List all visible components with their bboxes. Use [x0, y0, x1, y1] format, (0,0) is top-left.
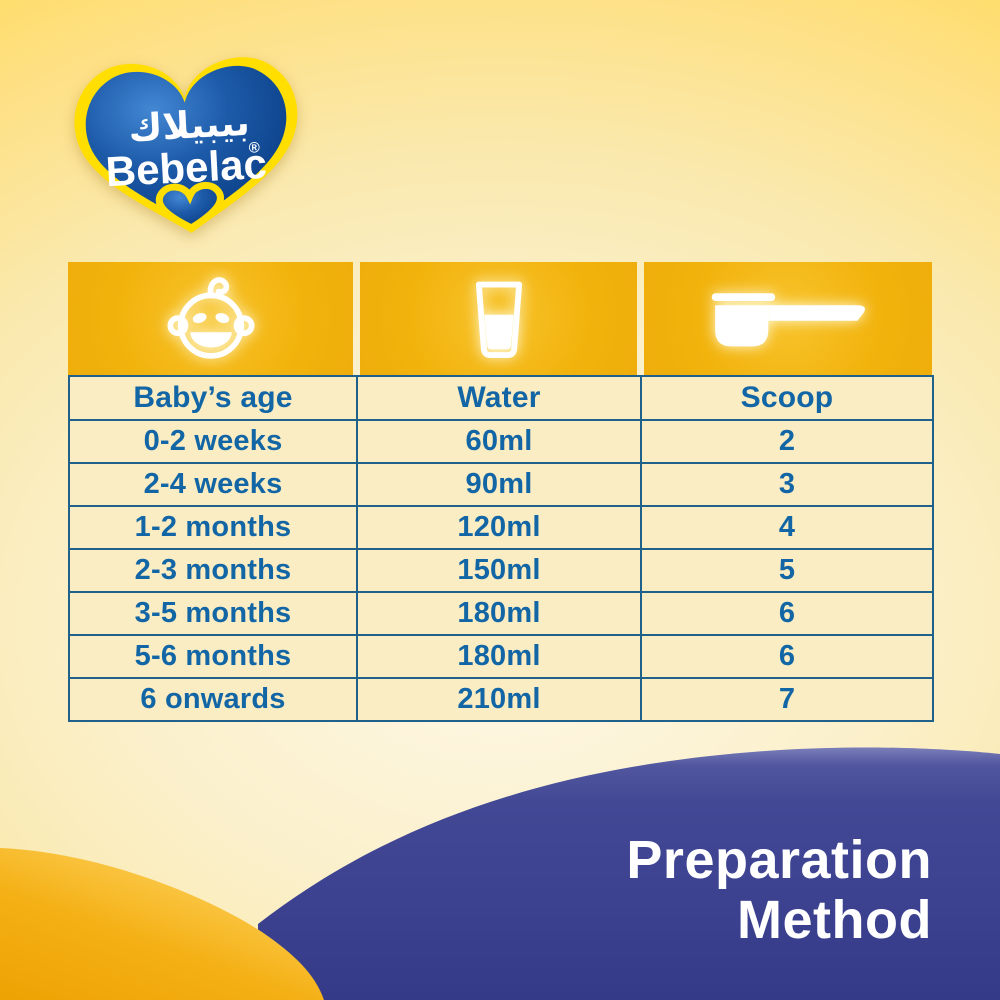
- preparation-table: Baby’s age Water Scoop 0-2 weeks 60ml 2 …: [68, 375, 934, 722]
- table-icon-header: [68, 262, 932, 375]
- small-heart-icon: [155, 181, 224, 232]
- table-row: 1-2 months 120ml 4: [68, 505, 934, 550]
- scoop-icon: [711, 292, 865, 346]
- scoop-cell: 7: [640, 677, 934, 722]
- age-cell: 2-4 weeks: [68, 462, 358, 507]
- table-row: 5-6 months 180ml 6: [68, 634, 934, 679]
- table-row: 2-4 weeks 90ml 3: [68, 462, 934, 507]
- logo-registered-mark: ®: [248, 139, 260, 157]
- table-row: 3-5 months 180ml 6: [68, 591, 934, 636]
- scoop-cell: 6: [640, 591, 934, 636]
- column-header-water: Water: [356, 375, 642, 421]
- age-cell: 6 onwards: [68, 677, 358, 722]
- table-header-row: Baby’s age Water Scoop: [68, 375, 934, 421]
- table-row: 0-2 weeks 60ml 2: [68, 419, 934, 464]
- scoop-cell: 6: [640, 634, 934, 679]
- footer-gold-hill: [0, 848, 324, 1000]
- water-cell: 180ml: [356, 591, 642, 636]
- table-row: 6 onwards 210ml 7: [68, 677, 934, 722]
- water-cell: 90ml: [356, 462, 642, 507]
- heart-fill-blue: [85, 65, 287, 224]
- age-cell: 2-3 months: [68, 548, 358, 593]
- age-cell: 5-6 months: [68, 634, 358, 679]
- scoop-cell: 2: [640, 419, 934, 464]
- age-cell: 0-2 weeks: [68, 419, 358, 464]
- age-cell: 3-5 months: [68, 591, 358, 636]
- baby-age-icon-cell: [68, 262, 353, 375]
- scoop-icon-cell: [644, 262, 932, 375]
- water-cell: 180ml: [356, 634, 642, 679]
- logo-brand-text: Bebelac: [105, 140, 268, 195]
- water-cell: 210ml: [356, 677, 642, 722]
- water-glass-icon: [475, 281, 522, 358]
- water-cell: 60ml: [356, 419, 642, 464]
- logo-arabic-text: بيبيلاك: [127, 101, 250, 150]
- column-header-scoop: Scoop: [640, 375, 934, 421]
- bebelac-logo: بيبيلاك Bebelac ®: [56, 44, 318, 244]
- scoop-cell: 3: [640, 462, 934, 507]
- baby-icon: [167, 276, 254, 359]
- water-icon-cell: [360, 262, 637, 375]
- column-header-babys-age: Baby’s age: [68, 375, 358, 421]
- scoop-cell: 4: [640, 505, 934, 550]
- page-title: Preparation Method: [626, 830, 932, 951]
- age-cell: 1-2 months: [68, 505, 358, 550]
- scoop-cell: 5: [640, 548, 934, 593]
- water-cell: 150ml: [356, 548, 642, 593]
- table-row: 2-3 months 150ml 5: [68, 548, 934, 593]
- footer-blue-wave: [258, 747, 1000, 1000]
- bottom-curves-decoration: [0, 747, 1000, 1000]
- water-cell: 120ml: [356, 505, 642, 550]
